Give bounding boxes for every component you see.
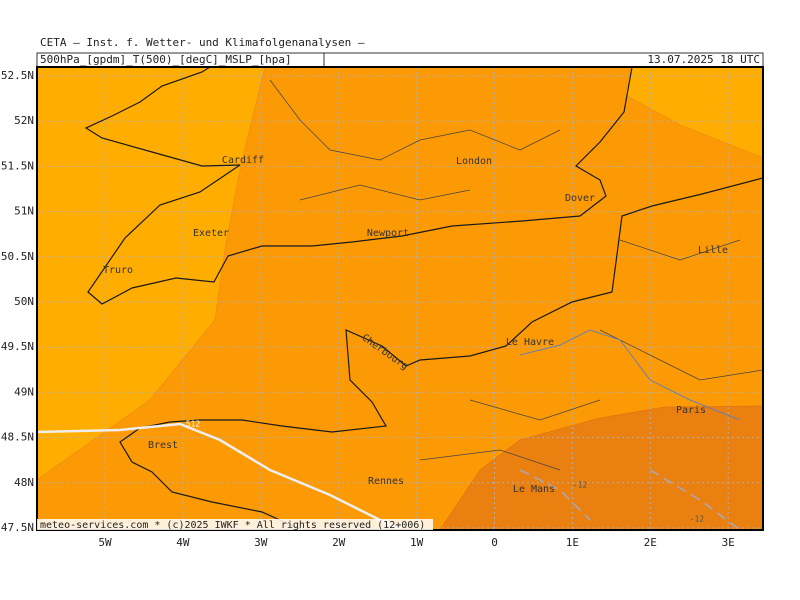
place-label: Le Mans [513,484,555,495]
lon-label: 4W [176,536,190,549]
place-label: Paris [676,405,706,416]
lon-label: 3W [254,536,268,549]
lat-label: 52.5N [1,69,34,82]
place-label: London [456,156,492,167]
geopotential-contour [37,422,401,530]
grid [37,67,763,530]
lon-label: 1W [410,536,424,549]
header-parameters: 500hPa_[gpdm]_T(500)_[degC]_MSLP_[hpa] [40,53,292,66]
coastline-france [119,177,763,530]
contour-label: -12 [573,481,588,490]
place-label: Rennes [368,476,404,487]
lon-label: 2E [644,536,657,549]
place-label: Exeter [193,228,229,239]
place-label: Dover [565,193,595,204]
lon-label: 5W [98,536,112,549]
lon-label: 0 [491,536,498,549]
place-label: Lille [698,245,728,256]
lon-label: 2W [332,536,346,549]
temperature-contour [519,469,741,530]
lat-label: 48N [14,476,34,489]
place-label: Cardiff [222,155,264,166]
lon-label: 1E [566,536,579,549]
footer-background [37,519,433,530]
coastline-wales [84,67,241,167]
footer: meteo-services.com * (c)2025 IWKF * All … [40,520,425,531]
place-label: Brest [148,440,178,451]
contour-label: 512 [186,420,201,429]
river-seine [519,329,741,421]
header-valid-time: 13.07.2025 18 UTC [647,53,760,66]
place-label: Newport [367,228,409,239]
lat-label: 48.5N [1,431,34,444]
temperature-band [37,67,763,530]
map-area: Cardiff London Dover Exeter Newport Truro Lill… [37,67,763,530]
coastline-england [87,67,633,305]
place-label: Le Havre [506,337,554,348]
temperature-band-cold [439,405,763,530]
lat-label: 50N [14,295,34,308]
place-label: Truro [103,265,133,276]
header-title: CETA — Inst. f. Wetter- und Klimafolgena… [40,36,365,49]
contour-label: -12 [690,515,705,524]
lat-label: 51.5N [1,159,34,172]
admin-borders [269,79,763,471]
lat-label: 50.5N [1,250,34,263]
lat-label: 52N [14,114,34,127]
lat-label: 47.5N [1,521,34,534]
lat-label: 51N [14,205,34,218]
lat-label: 49N [14,385,34,398]
lat-label: 49.5N [1,340,34,353]
lon-label: 3E [722,536,735,549]
